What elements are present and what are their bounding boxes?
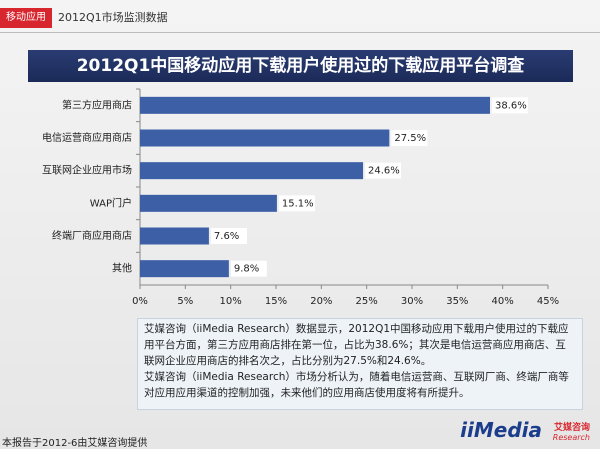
bar — [140, 162, 364, 180]
x-tick-label: 25% — [356, 296, 378, 307]
x-tick-label: 45% — [537, 296, 559, 307]
value-label: 27.5% — [394, 133, 426, 144]
x-tick-label: 0% — [132, 296, 148, 307]
value-label-bg — [230, 260, 267, 277]
value-label: 38.6% — [495, 100, 527, 111]
tag: 移动应用 — [0, 8, 52, 28]
y-tick-label: 第三方应用商店 — [62, 98, 132, 111]
note: 艾媒咨询（iiMedia Research）市场分析认为，随着电信运营商、互联网… — [144, 371, 569, 399]
value-label-bg — [278, 195, 315, 212]
value-label: 15.1% — [282, 198, 314, 209]
value-label-bg — [210, 228, 247, 244]
bar — [140, 194, 277, 212]
notes: 艾媒咨询（iiMedia Research）数据显示，2012Q1中国移动应用下… — [137, 318, 583, 410]
y-tick-label: 终端厂商应用商店 — [52, 229, 132, 242]
bar — [140, 260, 229, 278]
chart-title: 2012Q1中国移动应用下载用户使用过的下载应用平台调查 — [28, 50, 573, 82]
value-label: 7.6% — [214, 231, 239, 242]
value-label: 9.8% — [234, 264, 259, 275]
x-tick-label: 5% — [177, 296, 193, 307]
logo-en: Research — [552, 433, 590, 442]
logo-cn: 艾媒咨询 — [553, 423, 590, 433]
rule — [0, 32, 600, 33]
x-tick-label: 30% — [401, 296, 423, 307]
y-tick-label: 其他 — [112, 262, 132, 275]
section-title: 2012Q1市场监测数据 — [58, 11, 168, 24]
bar — [140, 96, 490, 114]
x-tick-label: 35% — [446, 296, 468, 307]
y-tick-label: 互联网企业应用市场 — [42, 164, 132, 177]
y-tick-label: WAP门户 — [90, 196, 132, 209]
source: 本报告于2012-6由艾媒咨询提供 — [2, 438, 148, 449]
x-tick-label: 10% — [220, 296, 242, 307]
x-tick-label: 20% — [310, 296, 332, 307]
bar — [140, 129, 390, 147]
chart: 0% 5% 10% 15% 20% 25% 30% 35% 40% 45% 第三方应用商店 38.6%… — [42, 88, 559, 307]
y-tick-label: 电信运营商应用商店 — [42, 131, 132, 144]
value-label-bg — [491, 97, 528, 114]
value-label: 24.6% — [368, 166, 400, 177]
bar — [140, 227, 209, 245]
value-label-bg — [391, 130, 428, 146]
logo: iiMedia — [460, 418, 542, 442]
note: 艾媒咨询（iiMedia Research）数据显示，2012Q1中国移动应用下… — [144, 323, 569, 367]
x-tick-label: 40% — [492, 296, 514, 307]
value-label-bg — [365, 162, 402, 179]
x-tick-label: 15% — [265, 296, 287, 307]
